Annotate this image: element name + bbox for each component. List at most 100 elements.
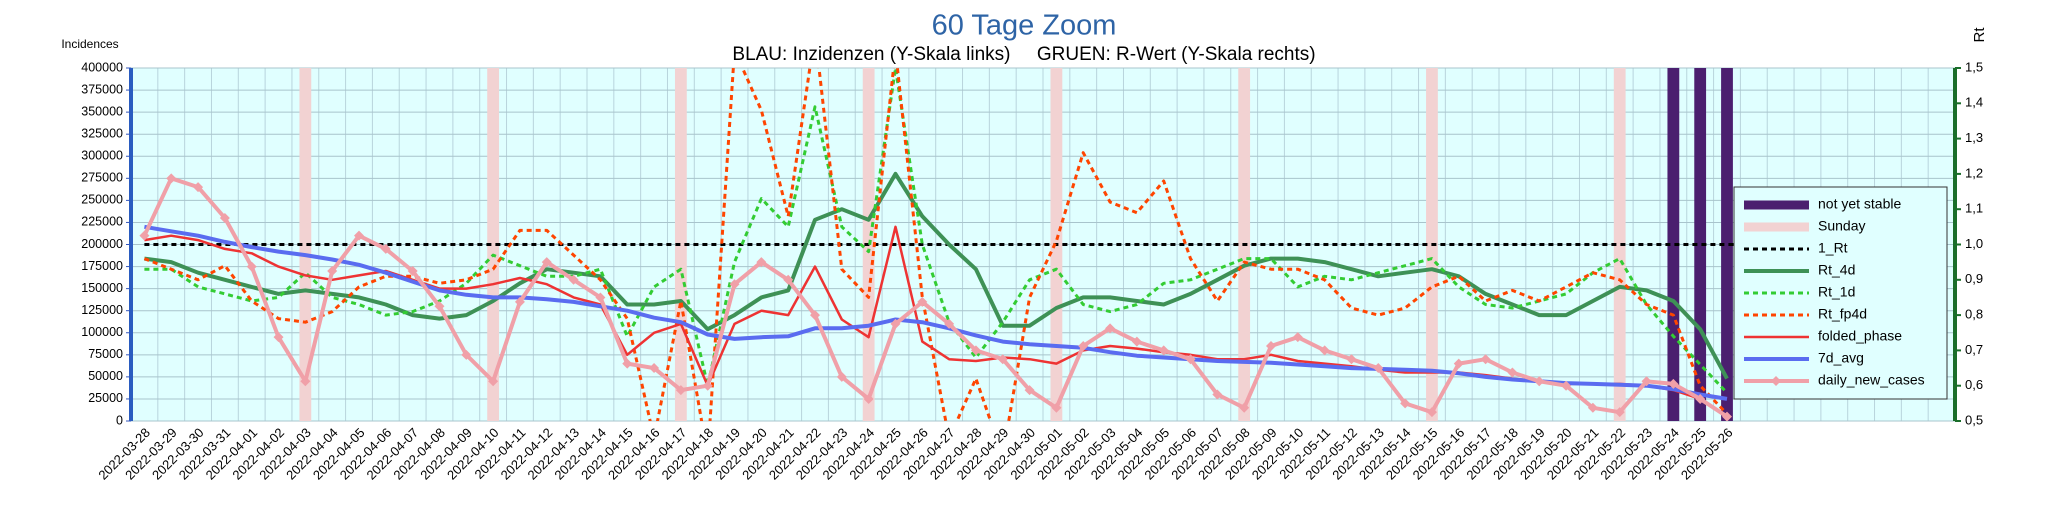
data-point [1346, 354, 1357, 365]
legend-marker [1771, 376, 1781, 386]
data-point [1212, 389, 1223, 400]
data-point [675, 385, 686, 396]
y2-tick-label: 0,9 [1965, 271, 1983, 286]
y2-tick-label: 1,1 [1965, 201, 1983, 216]
data-point [595, 292, 606, 303]
data-point [273, 332, 284, 343]
y2-tick-label: 0,7 [1965, 342, 1983, 357]
y-tick-label: 225000 [81, 215, 123, 229]
y-tick-label: 350000 [81, 104, 123, 118]
legend-label: folded_phase [1818, 328, 1902, 344]
data-point [1561, 380, 1572, 391]
data-point [219, 213, 230, 224]
legend-label: Rt_4d [1818, 262, 1855, 278]
series-line [143, 68, 1729, 421]
data-point [1587, 402, 1598, 413]
y-tick-label: 375000 [81, 82, 123, 96]
data-point [1131, 336, 1142, 347]
marker-bar [299, 68, 312, 421]
legend-label: 1_Rt [1818, 240, 1848, 256]
data-point [836, 371, 847, 382]
data-point [514, 296, 525, 307]
y2-tick-label: 1,4 [1965, 95, 1983, 110]
data-point [1426, 407, 1437, 418]
data-point [944, 318, 955, 329]
marker-bar [1613, 68, 1626, 421]
data-point [783, 274, 794, 285]
data-point [1400, 398, 1411, 409]
data-point [246, 261, 257, 272]
marker-bar [1667, 68, 1680, 421]
data-point [568, 274, 579, 285]
marker-bar [1721, 68, 1733, 421]
y2-tick-label: 0,5 [1965, 412, 1983, 427]
data-point [997, 354, 1008, 365]
data-point [1695, 393, 1706, 404]
y2-tick-label: 1,5 [1965, 59, 1983, 74]
data-point [139, 230, 150, 241]
y-tick-label: 400000 [81, 60, 123, 74]
chart-subtitle: BLAU: Inzidenzen (Y-Skala links) GRUEN: … [732, 44, 1315, 65]
data-point [327, 265, 338, 276]
data-point [1668, 378, 1679, 389]
data-point [461, 349, 472, 360]
y2-tick-label: 0,8 [1965, 307, 1983, 322]
y-tick-label: 325000 [81, 126, 123, 140]
y-tick-label: 125000 [81, 303, 123, 317]
y2-axis-label: Rt [1971, 27, 1988, 43]
data-point [1239, 402, 1250, 413]
marker-bar [1694, 68, 1707, 421]
data-point [622, 358, 633, 369]
y-tick-label: 275000 [81, 171, 123, 185]
y-tick-label: 150000 [81, 281, 123, 295]
y-tick-label: 250000 [81, 193, 123, 207]
legend-label: not yet stable [1818, 196, 1901, 212]
y-tick-label: 50000 [88, 369, 123, 383]
y-tick-label: 100000 [81, 325, 123, 339]
data-point [1507, 367, 1518, 378]
data-point [1185, 354, 1196, 365]
chart-title: 60 Tage Zoom [932, 10, 1117, 42]
data-point [380, 243, 391, 254]
y-axis-label: Incidences [61, 37, 118, 51]
legend-label: daily_new_cases [1818, 372, 1925, 388]
data-point [1480, 354, 1491, 365]
data-point [1024, 385, 1035, 396]
y-tick-label: 25000 [88, 391, 123, 405]
data-point [434, 301, 445, 312]
data-point [729, 279, 740, 290]
y-tick-label: 300000 [81, 149, 123, 163]
legend-label: Sunday [1818, 218, 1865, 234]
data-point [702, 380, 713, 391]
data-point [166, 173, 177, 184]
legend-label: Rt_1d [1818, 284, 1855, 300]
series-line [142, 176, 1729, 419]
data-point [193, 182, 204, 193]
data-point [863, 393, 874, 404]
y2-tick-label: 0,6 [1965, 377, 1983, 392]
data-point [1292, 332, 1303, 343]
data-point [1534, 376, 1545, 387]
plot-area [139, 68, 1942, 421]
data-point [756, 257, 767, 268]
data-point [541, 257, 552, 268]
data-point [1722, 411, 1732, 421]
data-point [1078, 340, 1089, 351]
series-line [144, 224, 1728, 401]
y-tick-label: 200000 [81, 237, 123, 251]
data-point [1614, 407, 1625, 418]
data-point [890, 318, 901, 329]
y2-tick-label: 1,2 [1965, 165, 1983, 180]
data-point [1266, 340, 1276, 351]
data-point [649, 363, 660, 374]
y2-tick-label: 1,0 [1965, 236, 1983, 251]
legend-label: Rt_fp4d [1818, 306, 1867, 322]
data-point [488, 376, 499, 387]
data-point [407, 265, 418, 276]
y2-tick-label: 1,3 [1965, 130, 1983, 145]
data-point [300, 376, 311, 387]
data-point [917, 296, 928, 307]
marker-bar [487, 68, 500, 421]
data-point [970, 345, 981, 356]
